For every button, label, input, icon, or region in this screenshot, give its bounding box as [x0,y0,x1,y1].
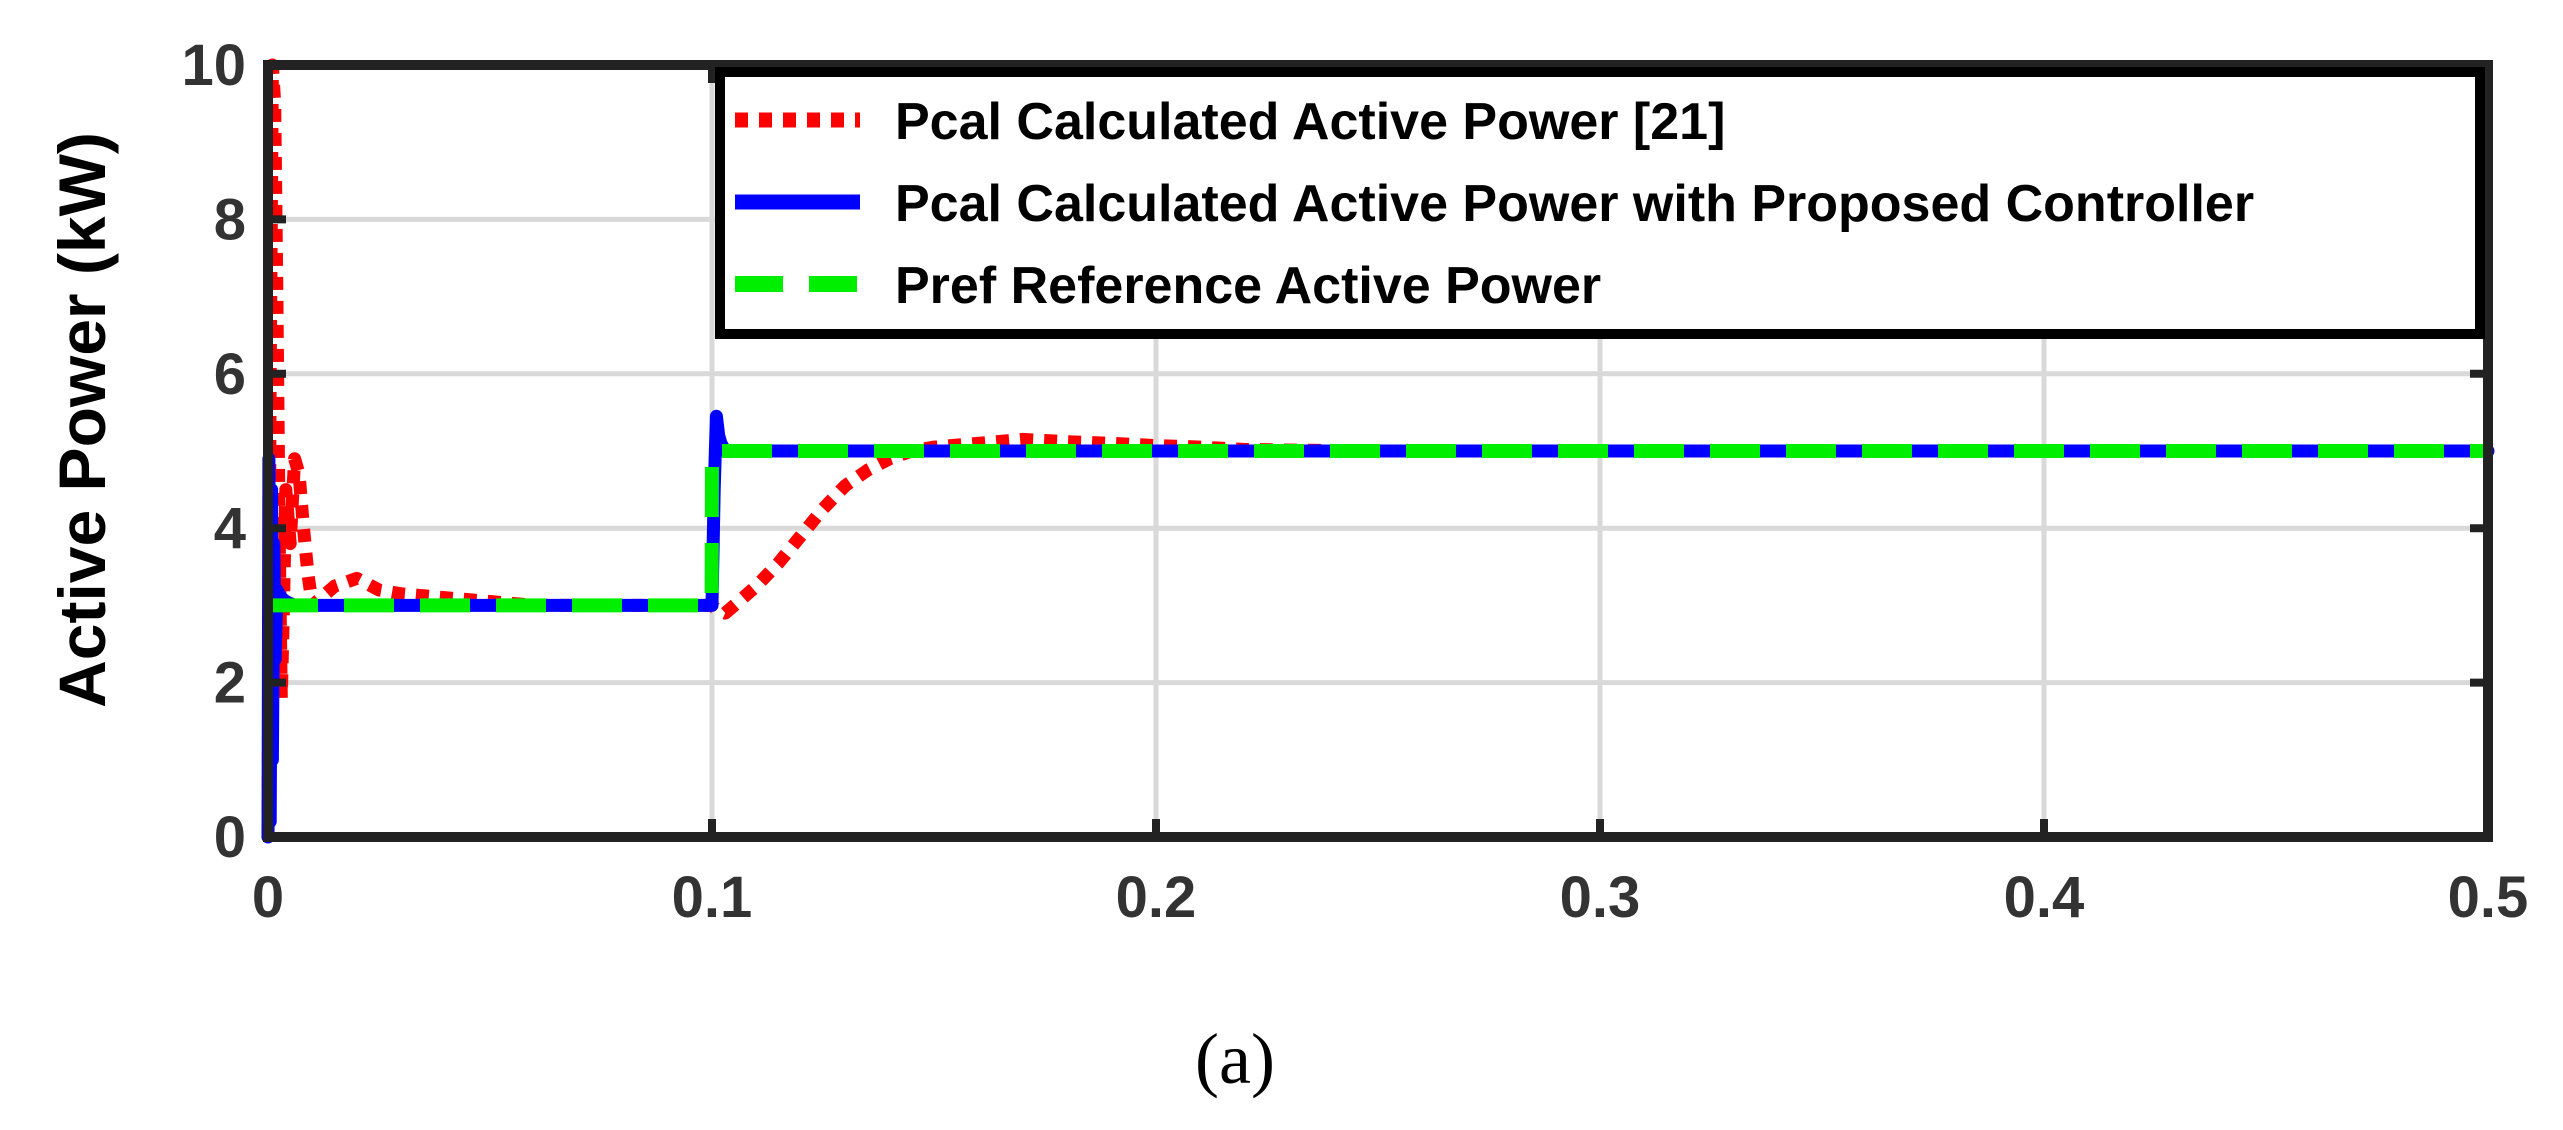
legend-entry-1: Pcal Calculated Active Power [21] [735,93,1725,151]
y-tick-label: 6 [214,342,246,407]
series-line-3 [268,444,2488,613]
legend: Pcal Calculated Active Power [21] Pcal Ca… [715,67,2485,339]
y-tick-label: 0 [214,805,246,870]
figure-caption: (a) [1195,1019,1275,1099]
y-axis-label: Active Power (kW) [45,132,119,708]
axis-ticks: 0 0.1 0.2 0.3 0.4 0.5 0 2 4 6 8 10 [181,33,2528,930]
legend-entries: Pcal Calculated Active Power [21] Pcal Ca… [735,93,2254,315]
legend-label: Pref Reference Active Power [895,257,1601,315]
x-tick-label: 0.2 [1116,865,1197,930]
x-tick-label: 0 [252,865,284,930]
legend-box [715,67,2485,339]
y-tick-label: 2 [214,651,246,716]
legend-entry-3: Pref Reference Active Power [735,257,1601,315]
x-tick-label: 0.5 [2448,865,2529,930]
y-tick-label: 8 [214,187,246,252]
axes-frame [263,60,2493,842]
y-axis-label-text: Active Power (kW) [45,132,119,708]
y-tick-label: 4 [214,496,246,561]
legend-label: Pcal Calculated Active Power with Propos… [895,175,2254,233]
x-tick-label: 0.3 [1560,865,1641,930]
series-line-1 [261,58,2488,838]
legend-entry-2: Pcal Calculated Active Power with Propos… [735,175,2254,233]
legend-label: Pcal Calculated Active Power [21] [895,93,1725,151]
y-tick-label: 10 [181,33,246,98]
x-tick-label: 0.1 [672,865,753,930]
x-tick-label: 0.4 [2004,865,2085,930]
